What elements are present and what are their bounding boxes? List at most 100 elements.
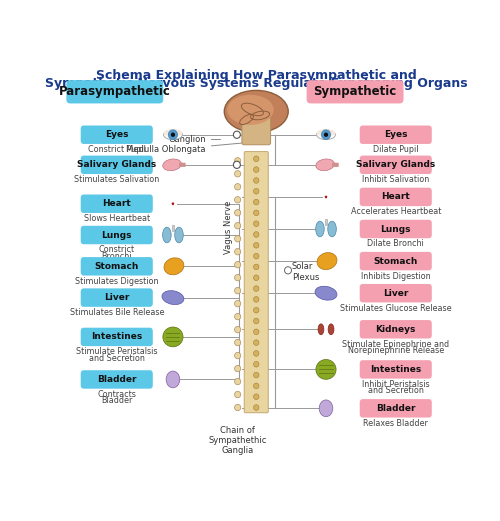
FancyBboxPatch shape [244,152,268,413]
Ellipse shape [163,327,183,347]
Text: Contracts: Contracts [98,390,136,399]
Text: and Secretion: and Secretion [89,354,144,363]
FancyBboxPatch shape [80,194,153,213]
Text: Sympathetic: Sympathetic [314,85,396,98]
Text: Salivary Glands: Salivary Glands [356,160,436,169]
Circle shape [254,383,259,389]
Text: Lungs: Lungs [102,230,132,240]
Text: Dilate Bronchi: Dilate Bronchi [368,240,424,249]
Text: Schema Explaining How Parasympathetic and: Schema Explaining How Parasympathetic an… [96,69,416,82]
FancyBboxPatch shape [80,226,153,244]
FancyBboxPatch shape [80,156,153,174]
Text: Norepinephrine Release: Norepinephrine Release [348,346,444,355]
Text: Vagus Nerve: Vagus Nerve [224,200,233,254]
Circle shape [284,267,292,274]
Text: Accelerates Heartbeat: Accelerates Heartbeat [350,207,441,216]
FancyBboxPatch shape [80,289,153,307]
Text: Inhibit Salivation: Inhibit Salivation [362,175,430,184]
Text: Bladder: Bladder [101,396,132,405]
Text: Stimulates Salivation: Stimulates Salivation [74,175,160,184]
Polygon shape [172,203,174,204]
Text: Sympathetic Nervous Systems Regulate Functioning Organs: Sympathetic Nervous Systems Regulate Fun… [45,77,468,90]
Ellipse shape [162,227,171,243]
FancyBboxPatch shape [80,370,153,389]
Text: Ganglion: Ganglion [168,135,220,144]
Circle shape [254,210,259,216]
FancyBboxPatch shape [360,360,432,379]
Circle shape [234,378,241,385]
Circle shape [254,167,259,172]
Circle shape [254,286,259,291]
Text: Stimulates Bile Release: Stimulates Bile Release [70,308,164,317]
Ellipse shape [328,221,336,237]
Circle shape [254,221,259,227]
Text: Bronchi: Bronchi [102,252,132,261]
Text: Constrict Pupil: Constrict Pupil [88,145,146,154]
Circle shape [324,132,328,137]
Ellipse shape [163,159,182,171]
FancyBboxPatch shape [66,80,163,104]
Text: Inhibit Peristalsis: Inhibit Peristalsis [362,380,430,389]
Circle shape [234,339,241,346]
Text: Bladder: Bladder [376,404,416,413]
Ellipse shape [224,91,288,132]
FancyBboxPatch shape [306,80,404,104]
Circle shape [322,130,330,140]
Circle shape [234,183,241,190]
Circle shape [234,314,241,320]
Circle shape [254,242,259,248]
Circle shape [234,352,241,359]
Text: Intestines: Intestines [370,365,422,374]
Circle shape [234,275,241,281]
Circle shape [254,405,259,411]
Circle shape [254,189,259,194]
Circle shape [254,318,259,324]
Ellipse shape [162,291,184,305]
Circle shape [234,262,241,268]
Circle shape [254,296,259,302]
Circle shape [234,222,241,229]
Circle shape [254,362,259,367]
Ellipse shape [164,129,182,137]
Ellipse shape [166,371,180,388]
Ellipse shape [319,400,333,417]
Circle shape [234,157,241,164]
Text: Heart: Heart [102,199,131,208]
Circle shape [234,404,241,411]
Ellipse shape [315,286,337,300]
FancyBboxPatch shape [80,257,153,276]
Text: Heart: Heart [382,192,410,202]
Text: Lungs: Lungs [380,225,411,233]
Text: Bladder: Bladder [97,375,136,384]
Text: Liver: Liver [383,289,408,297]
Text: Relaxes Bladder: Relaxes Bladder [364,419,428,428]
Circle shape [254,199,259,205]
Circle shape [254,307,259,313]
Circle shape [234,131,240,139]
Circle shape [254,329,259,334]
Ellipse shape [328,324,334,334]
FancyBboxPatch shape [332,163,338,167]
Circle shape [234,326,241,333]
Circle shape [234,209,241,216]
Circle shape [254,253,259,259]
Ellipse shape [318,324,324,334]
Text: Chain of
Sympathethic
Ganglia: Chain of Sympathethic Ganglia [208,426,267,455]
FancyBboxPatch shape [242,117,270,145]
Circle shape [168,130,177,140]
Circle shape [254,275,259,281]
Ellipse shape [227,95,274,125]
Text: Eyes: Eyes [384,130,407,139]
Ellipse shape [316,359,336,379]
Ellipse shape [174,227,184,243]
Ellipse shape [164,130,182,140]
FancyBboxPatch shape [360,399,432,417]
FancyBboxPatch shape [325,219,327,225]
FancyBboxPatch shape [80,328,153,346]
FancyBboxPatch shape [360,252,432,270]
Text: Dilate Pupil: Dilate Pupil [373,145,418,154]
Circle shape [234,161,240,168]
Text: Stomach: Stomach [374,257,418,266]
FancyBboxPatch shape [360,156,432,174]
Circle shape [254,351,259,356]
